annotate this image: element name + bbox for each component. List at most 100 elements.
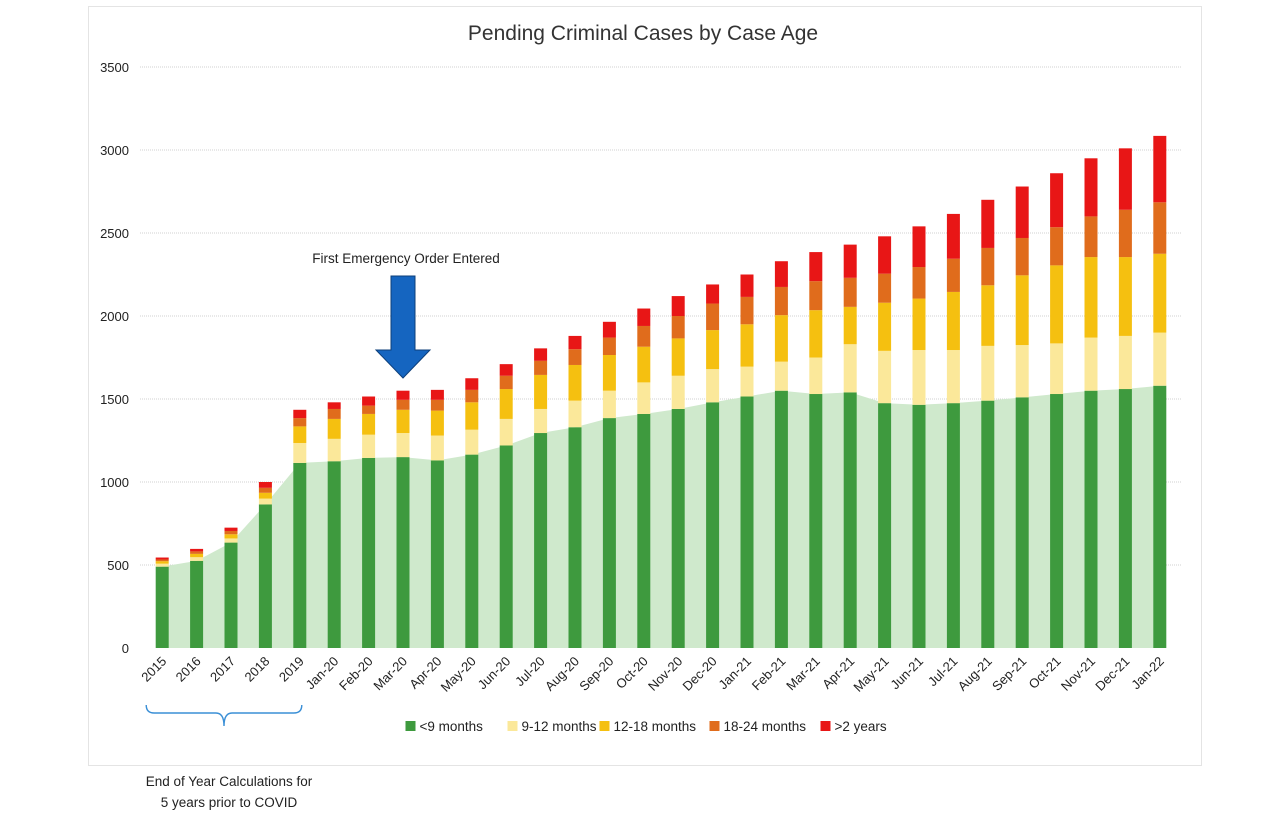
bar-feb-20-gt2-years	[362, 396, 376, 406]
bar-mar-21-9-12-months	[809, 357, 823, 395]
bar-oct-21-9-12-months	[1050, 343, 1064, 395]
bar-nov-20-12-18-months	[671, 338, 685, 376]
bar-oct-21-lt9-months	[1050, 394, 1064, 648]
bar-may-21-lt9-months	[878, 403, 892, 648]
bar-mar-20-lt9-months	[396, 457, 410, 648]
bar-oct-20-lt9-months	[637, 413, 651, 648]
bar-jul-20-gt2-years	[534, 348, 548, 361]
footnote: End of Year Calculations for 5 years pri…	[145, 704, 313, 810]
bar-oct-20-gt2-years	[637, 308, 651, 326]
bar-2017-9-12-months	[224, 538, 238, 543]
bar-jan-21-lt9-months	[740, 396, 754, 648]
bar-jun-20-12-18-months	[499, 389, 513, 419]
bar-apr-21-lt9-months	[843, 392, 857, 648]
x-tick-label-nov-21: Nov-21	[1058, 654, 1098, 694]
bar-2019-18-24-months	[293, 418, 307, 427]
bar-jul-20-12-18-months	[534, 374, 548, 409]
legend-swatch-9-12-months	[507, 721, 518, 731]
bar-mar-20-18-24-months	[396, 399, 410, 410]
bar-sep-20-gt2-years	[602, 321, 616, 338]
y-tick-label-3000: 3000	[100, 143, 129, 158]
bar-nov-21-18-24-months	[1084, 216, 1098, 258]
legend-swatch-12-18-months	[599, 721, 610, 731]
bar-feb-21-lt9-months	[774, 390, 788, 648]
emergency-order-annotation: First Emergency Order Entered	[312, 251, 500, 266]
bar-2016-12-18-months	[190, 553, 204, 558]
bar-jun-21-lt9-months	[912, 404, 926, 648]
x-tick-label-sep-21: Sep-21	[989, 654, 1029, 694]
bar-dec-20-9-12-months	[706, 369, 720, 403]
bar-2018-12-18-months	[258, 492, 272, 499]
bar-jan-22-lt9-months	[1153, 385, 1167, 648]
bar-jul-20-18-24-months	[534, 360, 548, 375]
bar-jan-20-12-18-months	[327, 418, 341, 439]
bar-aug-20-12-18-months	[568, 364, 582, 401]
bar-feb-20-9-12-months	[362, 434, 376, 458]
bar-2015-gt2-years	[155, 557, 169, 560]
bar-may-20-12-18-months	[465, 402, 479, 430]
footnote-line-2: 5 years prior to COVID	[161, 795, 298, 810]
bar-sep-21-18-24-months	[1015, 237, 1029, 276]
bar-nov-21-lt9-months	[1084, 390, 1098, 648]
bar-sep-21-9-12-months	[1015, 345, 1029, 398]
x-tick-label-jun-20: Jun-20	[475, 654, 514, 693]
bar-oct-21-12-18-months	[1050, 265, 1064, 344]
bar-nov-21-12-18-months	[1084, 257, 1098, 338]
bar-apr-21-12-18-months	[843, 306, 857, 345]
x-tick-label-mar-21: Mar-21	[783, 654, 823, 694]
legend-label-gt2-years: >2 years	[835, 719, 887, 734]
bar-jun-21-9-12-months	[912, 350, 926, 405]
legend-swatch-lt9-months	[405, 721, 416, 731]
x-tick-label-2016: 2016	[173, 654, 204, 685]
bar-may-21-9-12-months	[878, 350, 892, 404]
x-axis-ticks: 2015 2016 2017 2018 2019Jan-20Feb-20Mar-20Ap…	[138, 654, 1167, 695]
bar-jun-20-lt9-months	[499, 445, 513, 648]
x-tick-label-nov-20: Nov-20	[645, 654, 685, 694]
bar-aug-20-18-24-months	[568, 349, 582, 365]
legend-label-9-12-months: 9-12 months	[522, 719, 597, 734]
x-tick-label-oct-20: Oct-20	[613, 654, 651, 692]
legend-label-lt9-months: <9 months	[420, 719, 484, 734]
bar-dec-20-12-18-months	[706, 330, 720, 370]
bar-oct-20-9-12-months	[637, 382, 651, 414]
bar-apr-21-gt2-years	[843, 244, 857, 278]
bar-mar-20-12-18-months	[396, 409, 410, 434]
brace-icon	[145, 704, 303, 727]
bar-jan-21-9-12-months	[740, 366, 754, 397]
bar-jul-21-9-12-months	[946, 350, 960, 404]
legend: <9 months 9-12 months 12-18 months 18-24 mo…	[405, 719, 887, 734]
bar-dec-21-lt9-months	[1118, 389, 1132, 648]
bar-nov-20-18-24-months	[671, 316, 685, 339]
bar-aug-21-gt2-years	[981, 199, 995, 248]
bar-jun-21-gt2-years	[912, 226, 926, 268]
x-tick-label-2015: 2015	[138, 654, 169, 685]
x-tick-label-dec-21: Dec-21	[1092, 654, 1132, 694]
bar-2018-gt2-years	[258, 482, 272, 488]
x-tick-label-jan-21: Jan-21	[715, 654, 754, 693]
bar-sep-20-12-18-months	[602, 355, 616, 391]
bar-mar-21-12-18-months	[809, 310, 823, 358]
background-area	[162, 385, 1160, 648]
bar-aug-20-9-12-months	[568, 400, 582, 428]
bar-2018-9-12-months	[258, 498, 272, 505]
bar-dec-20-gt2-years	[706, 284, 720, 304]
bar-jun-20-18-24-months	[499, 375, 513, 390]
bar-aug-21-12-18-months	[981, 285, 995, 346]
bar-jun-20-gt2-years	[499, 364, 513, 376]
bar-oct-21-18-24-months	[1050, 227, 1064, 266]
bar-jul-21-gt2-years	[946, 213, 960, 259]
bar-dec-20-lt9-months	[706, 402, 720, 648]
bar-nov-21-gt2-years	[1084, 158, 1098, 217]
bar-sep-21-12-18-months	[1015, 275, 1029, 346]
bar-jan-21-gt2-years	[740, 274, 754, 297]
bar-apr-20-12-18-months	[430, 410, 444, 436]
x-tick-label-sep-20: Sep-20	[576, 654, 616, 694]
bar-jan-20-gt2-years	[327, 402, 341, 409]
bar-feb-20-18-24-months	[362, 405, 376, 414]
bar-sep-20-18-24-months	[602, 337, 616, 356]
bar-2015-12-18-months	[155, 561, 169, 564]
bar-aug-21-18-24-months	[981, 247, 995, 286]
bar-may-20-lt9-months	[465, 454, 479, 648]
bar-apr-20-gt2-years	[430, 389, 444, 400]
